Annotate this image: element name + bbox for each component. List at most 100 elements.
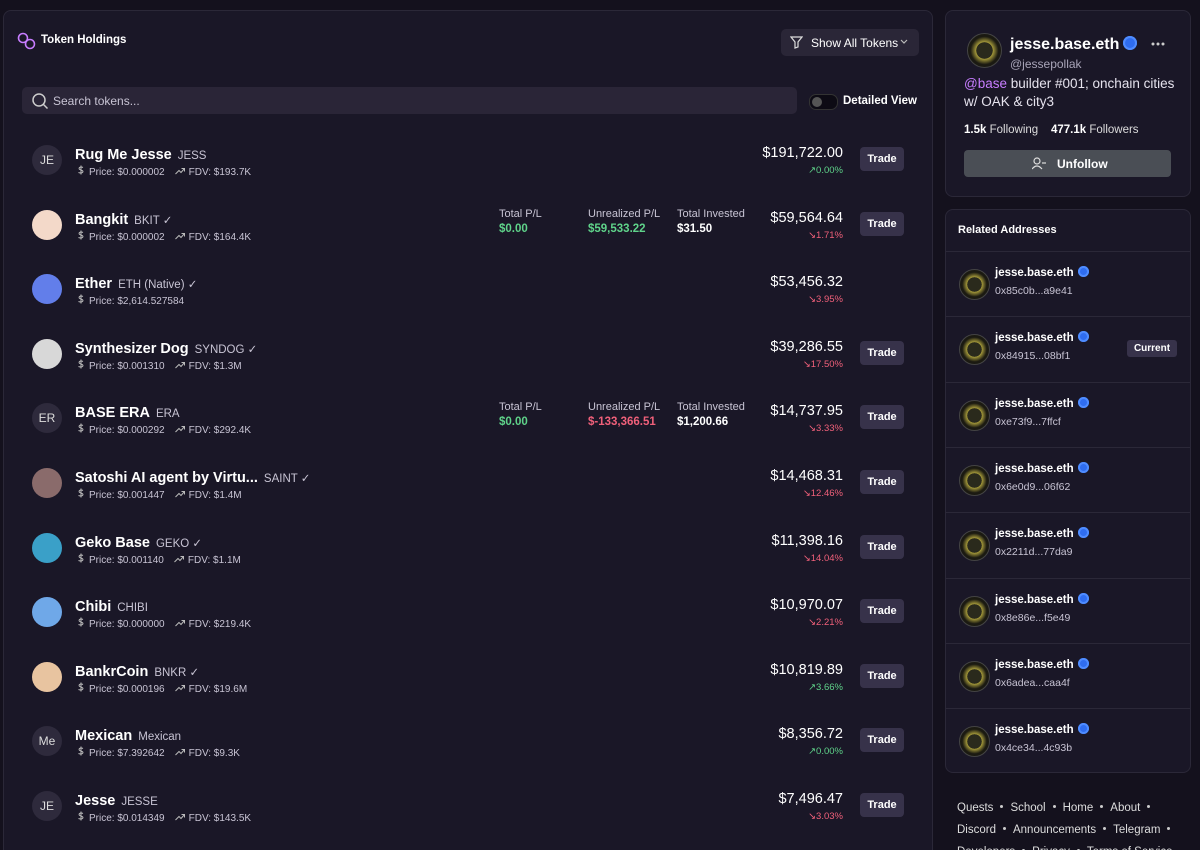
footer-link[interactable]: Discord (957, 824, 996, 836)
verified-badge (1077, 461, 1089, 473)
fdv-icon (174, 232, 185, 239)
trade-button[interactable]: Trade (860, 663, 904, 688)
footer-link[interactable]: Telegram (1113, 824, 1161, 836)
search-bar[interactable]: Search tokens... (22, 87, 797, 114)
trade-button[interactable]: Trade (860, 599, 904, 624)
token-row[interactable]: Chibi CHIBI Price: $0.000000 FDV: $219.4K $1… (4, 580, 932, 644)
related-name: jesse.base.eth (995, 658, 1074, 671)
token-name-row: BASE ERA ERA (75, 404, 180, 422)
token-name-row: Synthesizer Dog SYNDOG ✓ (75, 340, 257, 358)
token-name: Synthesizer Dog (75, 340, 189, 357)
token-fdv: FDV: $9.3K (188, 748, 240, 760)
trade-button[interactable]: Trade (860, 793, 904, 817)
related-item[interactable]: jesse.base.eth 0xe73f9...7ffcf (946, 381, 1190, 448)
filter-button[interactable]: Show All Tokens (781, 29, 919, 56)
token-meta: Price: $0.000292 FDV: $292.4K (77, 423, 251, 436)
footer-link[interactable]: Terms of Service (1087, 846, 1173, 850)
trade-button[interactable]: Trade (860, 728, 904, 753)
footer-link[interactable]: Developers (957, 846, 1015, 850)
token-change: ↘2.21% (808, 617, 843, 629)
separator (1100, 805, 1104, 808)
footer-link[interactable]: School (1010, 802, 1046, 814)
related-title: Related Addresses (958, 224, 1057, 236)
related-name-row: jesse.base.eth (995, 266, 1089, 279)
token-value: $7,496.47 (778, 791, 843, 807)
token-row[interactable]: JE Jesse JESSE Price: $0.014349 FDV: $143.5K… (4, 774, 932, 838)
related-name: jesse.base.eth (995, 267, 1074, 279)
footer-link[interactable]: Quests (957, 802, 994, 814)
token-row[interactable]: Geko Base GEKO ✓ Price: $0.001140 FDV: $1.1… (4, 516, 932, 580)
related-item[interactable]: jesse.base.eth 0x85c0b...a9e41 (946, 251, 1190, 317)
token-row[interactable]: Ether ETH (Native) ✓ Price: $2,614.527584 $… (4, 257, 932, 321)
related-item[interactable]: jesse.base.eth 0x6adea...caa4f (946, 642, 1190, 709)
token-fdv: FDV: $143.5K (188, 813, 252, 824)
token-price: Price: $0.001140 (89, 554, 164, 566)
trade-button[interactable]: Trade (860, 405, 904, 430)
price-icon (78, 423, 84, 433)
token-price: Price: $0.001447 (89, 490, 165, 501)
token-row[interactable]: Me Mexican Mexican Price: $7.392642 FDV: $9.… (4, 709, 932, 773)
related-name-row: jesse.base.eth (995, 331, 1089, 344)
token-value: $10,819.89 (770, 661, 843, 678)
footer-link[interactable]: Privacy (1032, 846, 1070, 850)
related-item[interactable]: jesse.base.eth 0x4ce34...4c93b (946, 708, 1190, 772)
profile-card: jesse.base.eth @jessepollak @base builde… (945, 10, 1191, 197)
trade-button[interactable]: Trade (860, 211, 904, 236)
related-address: 0x6e0d9...06f62 (995, 480, 1071, 493)
trade-button[interactable]: Trade (860, 147, 904, 171)
token-change: ↗0.00% (808, 165, 843, 176)
related-address: 0x85c0b...a9e41 (995, 285, 1073, 297)
token-meta: Price: $0.001310 FDV: $1.3M (77, 359, 242, 372)
footer-link[interactable]: Announcements (1012, 824, 1097, 836)
footer-link[interactable]: About (1110, 802, 1141, 814)
related-name-row: jesse.base.eth (995, 527, 1089, 540)
fdv-icon (174, 684, 185, 692)
verified-badge (1077, 331, 1089, 343)
toggle[interactable] (809, 94, 838, 110)
stat-value: $0.00 (499, 416, 528, 429)
trade-button[interactable]: Trade (860, 470, 904, 494)
footer-link[interactable]: Home (1062, 802, 1094, 814)
trade-button[interactable]: Trade (860, 534, 904, 559)
token-fdv: FDV: $292.4K (188, 425, 252, 437)
related-avatar (959, 595, 990, 627)
bio-mention[interactable]: @base (964, 76, 1007, 91)
verified-badge (1077, 396, 1089, 408)
related-item[interactable]: jesse.base.eth 0x2211d...77da9 (946, 512, 1190, 578)
verified-badge (1123, 36, 1138, 50)
verified-badge (1077, 657, 1089, 669)
token-symbol: ERA (155, 408, 180, 421)
token-price: Price: $0.001310 (89, 360, 165, 372)
related-name-row: jesse.base.eth (995, 592, 1089, 606)
verified-badge (1077, 592, 1089, 604)
token-row[interactable]: BankrCoin BNKR ✓ Price: $0.000196 FDV: $19.… (4, 645, 932, 709)
token-avatar (32, 274, 62, 305)
profile-name: jesse.base.eth (1010, 36, 1120, 53)
more-menu[interactable] (1151, 42, 1165, 46)
filter-label: Show All Tokens (811, 36, 899, 50)
stat-value: $-133,366.51 (588, 416, 656, 429)
fdv-icon (174, 491, 185, 498)
token-value: $59,564.64 (770, 209, 843, 226)
token-price: Price: $0.000196 (89, 683, 165, 695)
trade-button[interactable]: Trade (860, 340, 904, 365)
token-row[interactable]: Synthesizer Dog SYNDOG ✓ Price: $0.001310 F… (4, 322, 932, 386)
token-name-row: Jesse JESSE (75, 792, 158, 810)
stat-label: Unrealized P/L (588, 401, 661, 414)
related-avatar (959, 660, 990, 692)
following-label: Following (989, 124, 1039, 136)
verified-badge (1077, 527, 1089, 539)
price-icon (78, 682, 84, 692)
related-item[interactable]: jesse.base.eth 0x6e0d9...06f62 (946, 446, 1190, 513)
token-row[interactable]: Bangkit BKIT ✓ Price: $0.000002 FDV: $164.4… (4, 193, 932, 257)
related-item[interactable]: jesse.base.eth 0x84915...08bf1 Current (946, 316, 1190, 382)
fdv-icon (174, 168, 185, 175)
token-row[interactable]: JE Rug Me Jesse JESS Price: $0.000002 FDV: $… (4, 128, 932, 192)
token-meta: Price: $7.392642 FDV: $9.3K (77, 746, 240, 759)
related-item[interactable]: jesse.base.eth 0x8e86e...f5e49 (946, 577, 1190, 644)
token-row[interactable]: ER BASE ERA ERA Price: $0.000292 FDV: $292.4… (4, 386, 932, 450)
token-row[interactable]: Satoshi AI agent by Virtu... SAINT ✓ Price… (4, 451, 932, 515)
unfollow-button[interactable]: Unfollow (964, 150, 1171, 177)
token-avatar: Me (32, 726, 62, 757)
